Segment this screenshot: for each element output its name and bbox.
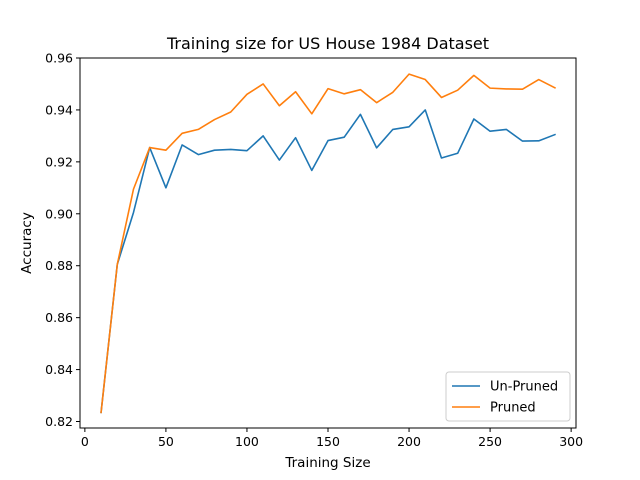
legend-label-1: Pruned <box>490 401 536 416</box>
x-tick-label-0: 0 <box>81 434 89 449</box>
y-tick-label-0: 0.82 <box>45 414 73 429</box>
y-axis: 0.82 0.84 0.86 0.88 0.90 0.92 0.94 0.96 <box>45 51 80 429</box>
x-axis-label: Training Size <box>284 455 370 471</box>
y-axis-label: Accuracy <box>19 212 35 274</box>
y-tick-label-6: 0.94 <box>45 102 73 117</box>
x-tick-label-6: 300 <box>559 434 583 449</box>
y-tick-label-1: 0.84 <box>45 362 73 377</box>
chart-title: Training size for US House 1984 Dataset <box>166 34 489 53</box>
legend: Un-Pruned Pruned <box>445 371 571 422</box>
x-axis: 0 50 100 150 200 250 300 <box>81 428 583 449</box>
y-tick-label-3: 0.88 <box>45 258 73 273</box>
y-tick-label-4: 0.90 <box>45 206 73 221</box>
legend-label-0: Un-Pruned <box>490 380 558 395</box>
x-tick-label-3: 150 <box>316 434 340 449</box>
x-tick-label-2: 100 <box>235 434 259 449</box>
plot-lines <box>100 73 557 414</box>
y-tick-label-2: 0.86 <box>45 310 73 325</box>
x-tick-label-1: 50 <box>158 434 174 449</box>
y-tick-label-5: 0.92 <box>45 154 73 169</box>
x-tick-label-5: 250 <box>478 434 502 449</box>
x-tick-label-4: 200 <box>397 434 421 449</box>
legend-box <box>445 371 571 422</box>
series-line-0 <box>100 109 556 414</box>
y-tick-label-7: 0.96 <box>45 51 73 66</box>
series-line-1 <box>100 73 557 414</box>
